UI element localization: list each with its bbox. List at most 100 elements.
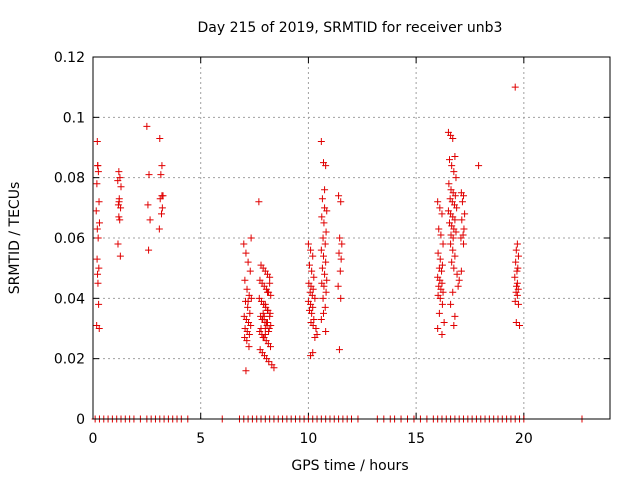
data-point: [460, 225, 468, 233]
data-point: [446, 156, 454, 164]
data-point: [247, 294, 255, 302]
data-point: [438, 261, 446, 269]
data-point: [94, 168, 102, 176]
data-point: [322, 288, 330, 296]
data-point: [267, 321, 275, 329]
data-point: [439, 240, 447, 248]
data-point: [449, 288, 457, 296]
data-point: [460, 240, 468, 248]
data-point: [434, 198, 442, 206]
data-point: [158, 204, 166, 212]
data-point: [452, 174, 460, 182]
x-axis-label: GPS time / hours: [291, 458, 408, 474]
data-point: [158, 162, 166, 170]
data-point: [461, 210, 469, 218]
data-point: [93, 255, 101, 263]
data-point: [514, 264, 522, 272]
data-point: [270, 364, 278, 372]
data-point: [450, 321, 458, 329]
data-point: [244, 303, 252, 311]
data-point: [267, 291, 275, 299]
x-tick-label: 20: [515, 431, 533, 447]
data-point: [320, 219, 328, 227]
data-point: [117, 204, 125, 212]
data-point: [94, 279, 102, 287]
data-point: [454, 282, 462, 290]
data-point: [93, 137, 101, 145]
data-point: [307, 246, 315, 254]
data-point: [267, 343, 275, 351]
data-point: [511, 83, 519, 91]
data-point: [437, 231, 445, 239]
data-point: [335, 249, 343, 257]
data-point: [246, 267, 254, 275]
data-point: [511, 297, 519, 305]
data-point: [114, 240, 122, 248]
data-point: [449, 246, 457, 254]
data-point: [93, 225, 101, 233]
data-point: [513, 282, 521, 290]
data-point: [247, 321, 255, 329]
data-point: [309, 252, 317, 260]
y-tick-label: 0.12: [54, 50, 85, 66]
data-point: [266, 279, 274, 287]
data-point: [514, 300, 522, 308]
data-point: [448, 162, 456, 170]
data-point: [450, 264, 458, 272]
data-point: [309, 303, 317, 311]
data-point: [319, 252, 327, 260]
data-point: [438, 331, 446, 339]
data-point: [320, 282, 328, 290]
y-axis-label: SRMTID / TECUs: [7, 182, 23, 295]
data-point: [95, 264, 103, 272]
data-point: [145, 246, 153, 254]
plot-frame: [92, 56, 611, 420]
data-point: [322, 162, 330, 170]
data-point: [438, 210, 446, 218]
data-point: [450, 168, 458, 176]
y-tick-label: 0.1: [63, 110, 85, 126]
data-point: [440, 318, 448, 326]
data-point: [451, 312, 459, 320]
data-point: [512, 258, 520, 266]
data-point: [445, 180, 453, 188]
data-point: [319, 234, 327, 242]
data-point: [94, 270, 102, 278]
data-point: [475, 162, 483, 170]
data-point: [460, 192, 468, 200]
data-point: [334, 282, 342, 290]
data-point: [451, 252, 459, 260]
data-point: [317, 315, 325, 323]
data-point: [318, 195, 326, 203]
data-point: [261, 331, 269, 339]
data-point: [455, 276, 463, 284]
data-point: [436, 255, 444, 263]
y-axis-ticks: 0 0.02 0.04 0.06 0.08 0.1 0.12: [54, 50, 610, 428]
data-point: [304, 240, 312, 248]
data-point: [115, 198, 123, 206]
y-tick-label: 0.02: [54, 352, 85, 368]
data-point: [513, 279, 521, 287]
data-point: [453, 204, 461, 212]
data-point: [261, 325, 269, 332]
data-point: [457, 234, 465, 242]
data-point: [323, 207, 331, 215]
data-point: [322, 228, 330, 236]
data-point: [317, 137, 325, 145]
data-point: [242, 249, 250, 257]
data-point: [243, 337, 251, 345]
data-point: [453, 270, 461, 278]
data-point: [448, 258, 456, 266]
data-point: [457, 267, 465, 275]
data-point: [258, 315, 266, 323]
data-point: [94, 162, 102, 170]
x-tick-label: 5: [196, 431, 205, 447]
data-point: [335, 346, 343, 354]
data-point: [242, 367, 250, 375]
data-point: [263, 288, 271, 296]
data-point: [318, 264, 326, 272]
data-point: [451, 216, 459, 224]
data-point: [321, 303, 329, 311]
data-point: [516, 321, 524, 329]
